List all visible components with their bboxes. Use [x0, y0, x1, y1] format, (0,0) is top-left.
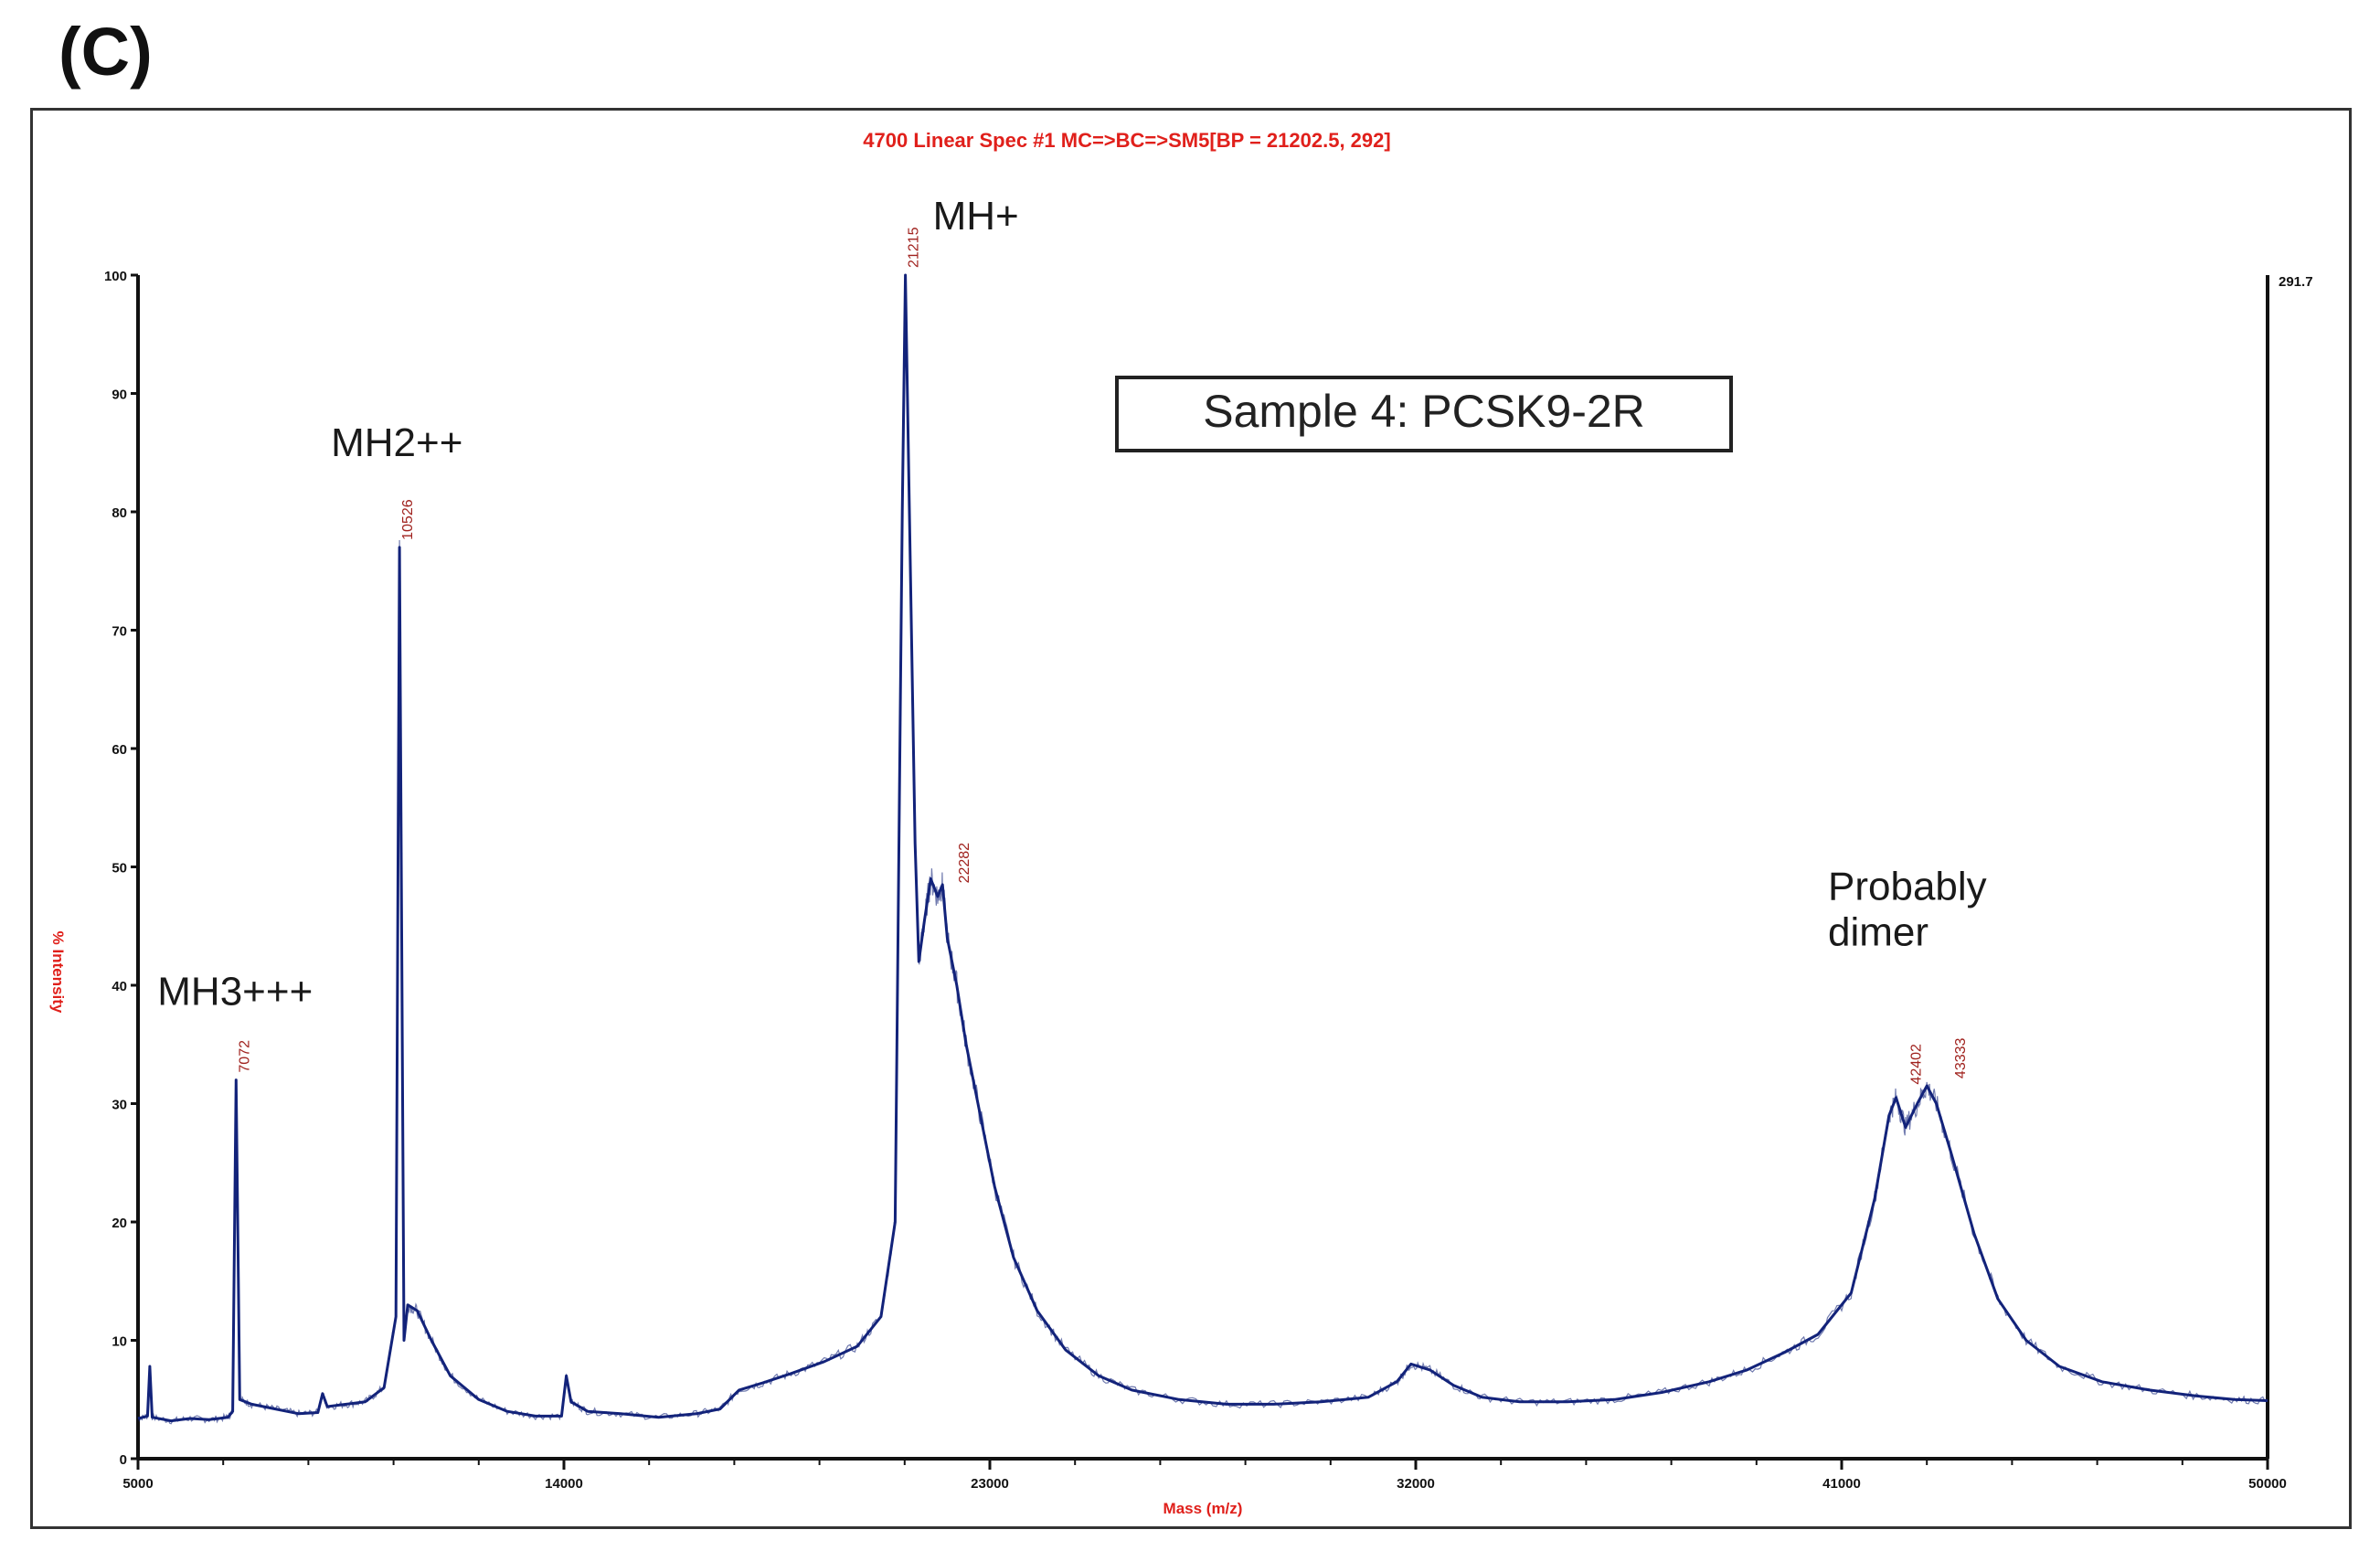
y-tick-label: 70	[112, 624, 127, 640]
x-tick-label: 5000	[122, 1476, 153, 1492]
y-tick-label: 40	[112, 979, 127, 994]
panel-label: (C)	[58, 14, 153, 90]
y-axis-label: % Intensity	[49, 931, 67, 1014]
x-tick-label: 14000	[545, 1476, 583, 1492]
y-tick-label: 30	[112, 1098, 127, 1113]
ion-annotation: MH2++	[331, 420, 462, 465]
spectrum-noise-band	[137, 277, 2266, 1425]
chart-frame: 4700 Linear Spec #1 MC=>BC=>SM5[BP = 212…	[30, 108, 2352, 1529]
ion-annotation: MH3+++	[157, 970, 313, 1015]
y-tick-label: 10	[112, 1334, 127, 1350]
mass-spectrum-chart: 4700 Linear Spec #1 MC=>BC=>SM5[BP = 212…	[49, 129, 2313, 1517]
peak-labels: 7072 10526 21215 22282 42402 43333	[237, 227, 1969, 1084]
x-axis-label: Mass (m/z)	[1163, 1500, 1243, 1517]
x-tick-label: 23000	[971, 1476, 1009, 1492]
y-tick-label: 20	[112, 1216, 127, 1231]
right-axis-label: 291.7	[2279, 274, 2313, 290]
peak-mass-label: 21215	[907, 227, 922, 268]
ion-annotation: Probably	[1828, 865, 1987, 909]
y-axis: 0 10 20 30 40 50 60 70 80 90 100	[104, 269, 140, 1468]
chart-title: 4700 Linear Spec #1 MC=>BC=>SM5[BP = 212…	[863, 129, 1390, 152]
x-tick-label: 32000	[1397, 1476, 1435, 1492]
peak-mass-label: 43333	[1953, 1037, 1969, 1078]
peak-mass-label: 7072	[237, 1040, 252, 1073]
y-tick-label: 100	[104, 269, 127, 284]
y-tick-label: 0	[120, 1452, 127, 1468]
ion-annotation: MH+	[933, 194, 1019, 239]
y-tick-label: 60	[112, 742, 127, 758]
peak-mass-label: 42402	[1909, 1044, 1925, 1085]
y-tick-label: 90	[112, 388, 127, 403]
sample-box-border	[1115, 376, 1733, 452]
x-tick-label: 50000	[2248, 1476, 2287, 1492]
sample-box: Sample 4: PCSK9-2R	[1115, 376, 1733, 452]
peak-mass-label: 10526	[400, 499, 416, 540]
y-tick-label: 50	[112, 861, 127, 876]
peak-mass-label: 22282	[957, 843, 972, 884]
x-axis: 5000 14000 23000 32000 41000 50000	[122, 1457, 2287, 1492]
y-tick-label: 80	[112, 505, 127, 521]
sample-box-text: Sample 4: PCSK9-2R	[1203, 386, 1645, 437]
ion-annotation: dimer	[1828, 910, 1928, 955]
right-axis: 291.7	[2266, 274, 2313, 1459]
x-tick-label: 41000	[1822, 1476, 1861, 1492]
